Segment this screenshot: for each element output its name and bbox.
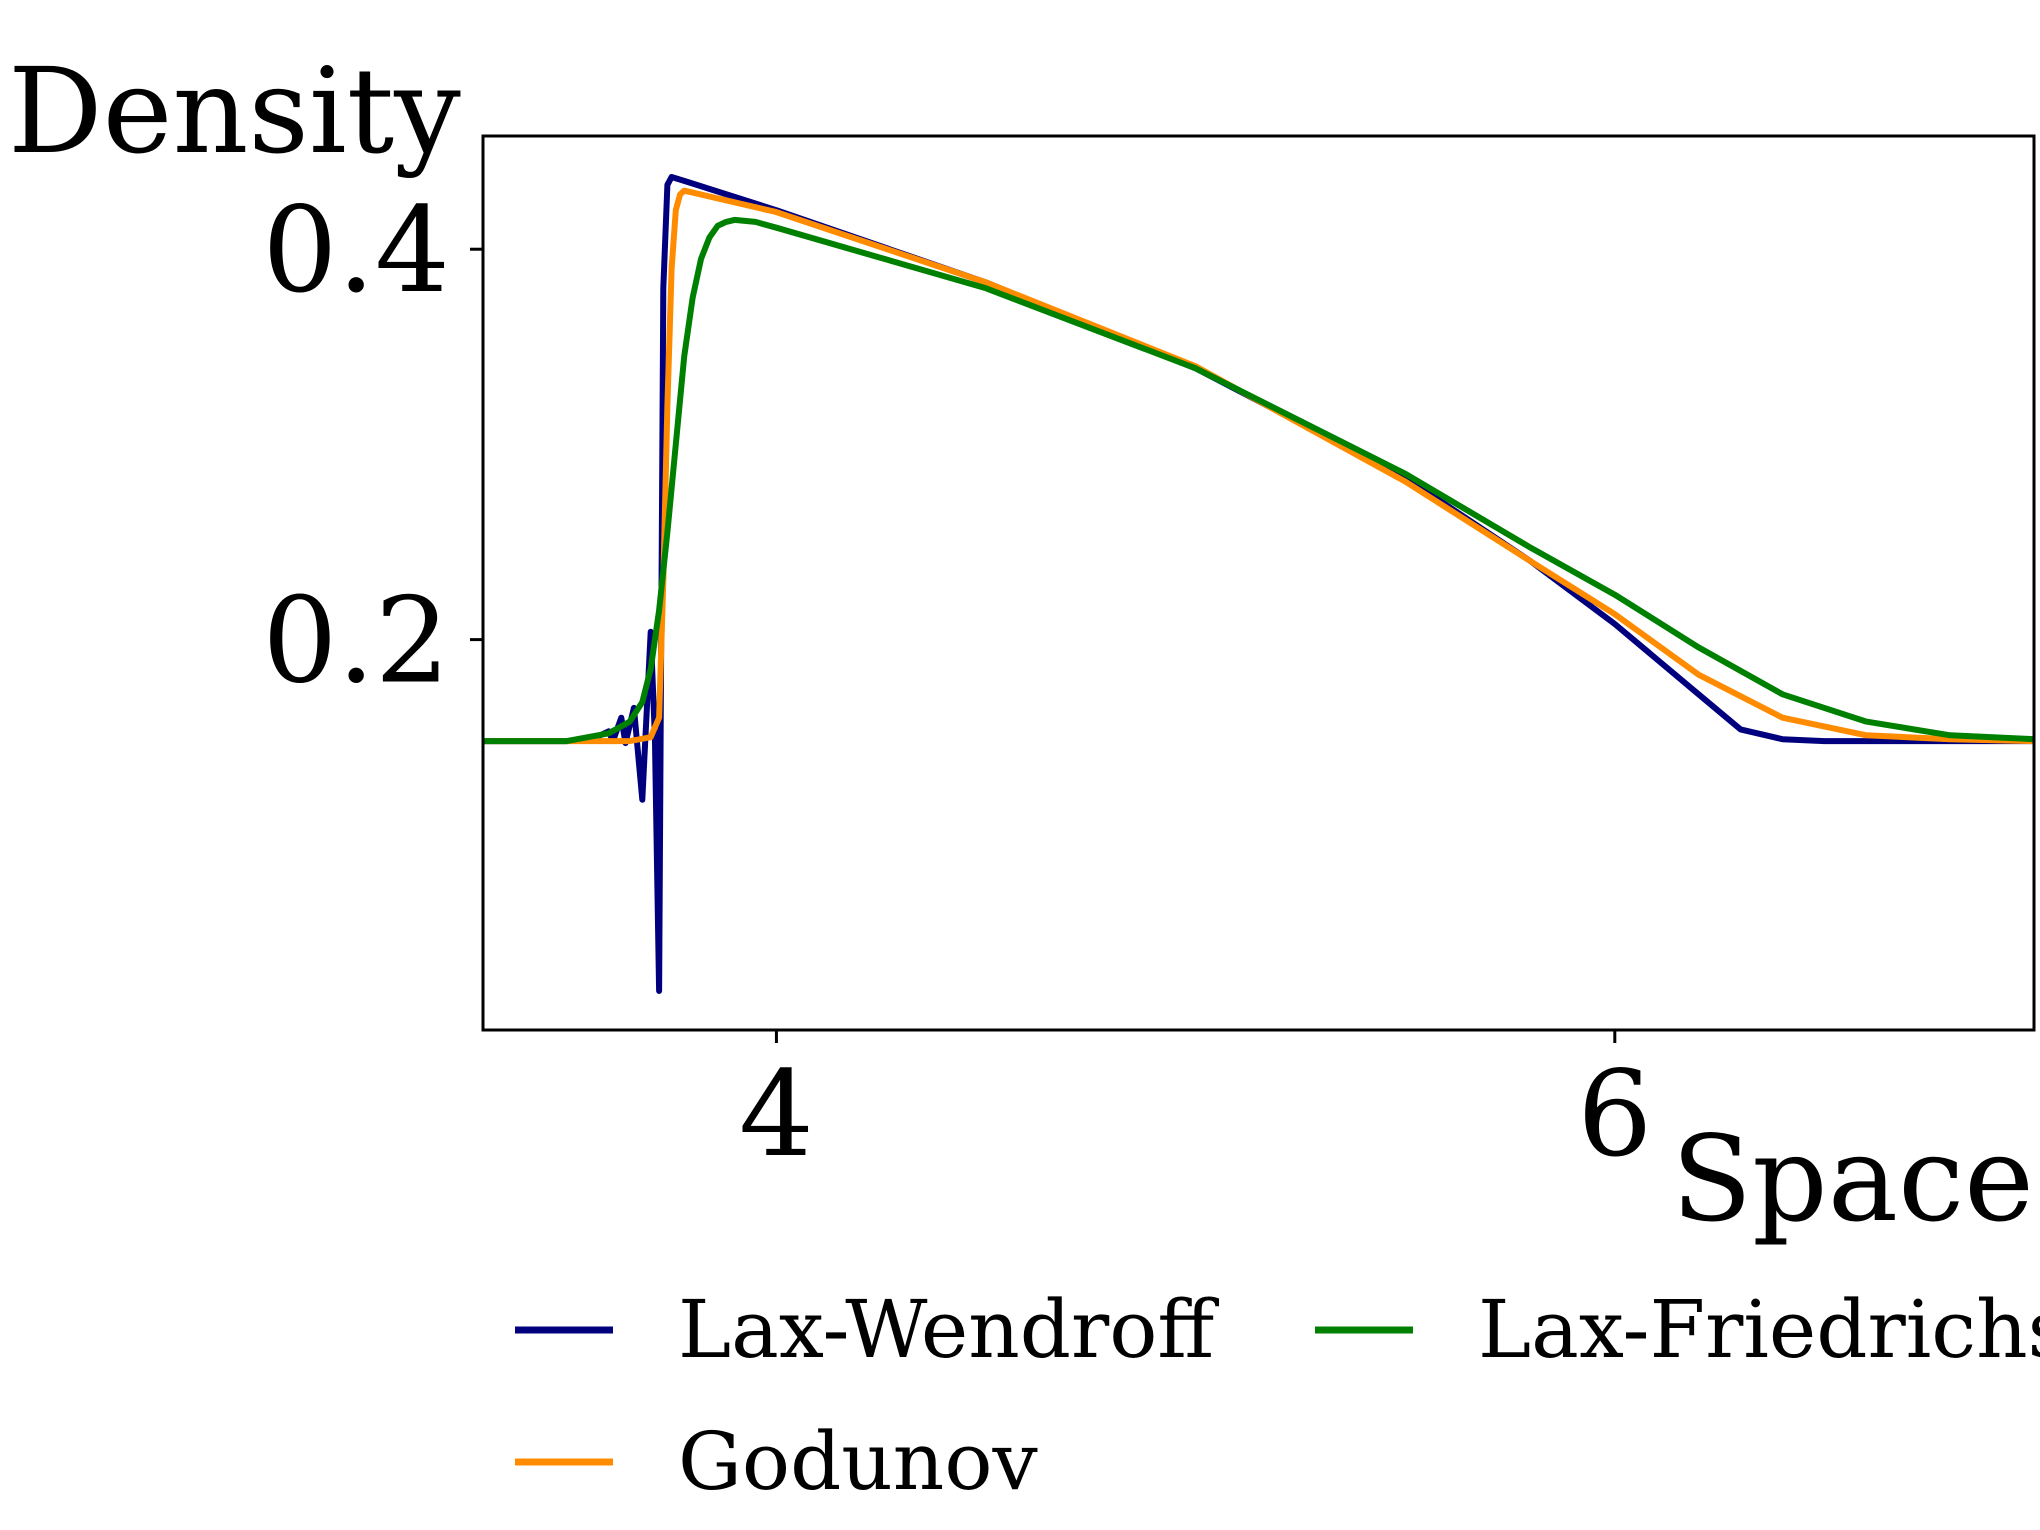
y-axis-title: Density [8, 42, 461, 180]
legend-label: Lax-Wendroff [678, 1283, 1219, 1376]
x-axis-title: Space [1671, 1110, 2034, 1248]
x-tick-label: 4 [739, 1045, 814, 1183]
plot-frame [481, 134, 2036, 1032]
legend-item-godunov: Godunov [515, 1415, 1038, 1508]
x-tick-label: 6 [1577, 1045, 1652, 1183]
legend-label: Godunov [678, 1415, 1038, 1508]
y-tick-label: 0.4 [262, 181, 450, 319]
series-line-lax-friedrichs [483, 216, 2034, 745]
series-line-godunov [483, 187, 2034, 745]
y-tick-label: 0.2 [262, 572, 450, 710]
legend-label: Lax-Friedrichs [1478, 1283, 2040, 1376]
plot-lines [483, 174, 2034, 994]
legend: Lax-Wendroff Godunov Lax-Friedrichs [515, 1283, 2040, 1508]
y-axis: 0.2 0.4 [262, 181, 483, 710]
legend-item-lax-wendroff: Lax-Wendroff [515, 1283, 1219, 1376]
series-line-lax-wendroff [483, 174, 2034, 994]
legend-item-lax-friedrichs: Lax-Friedrichs [1315, 1283, 2040, 1376]
